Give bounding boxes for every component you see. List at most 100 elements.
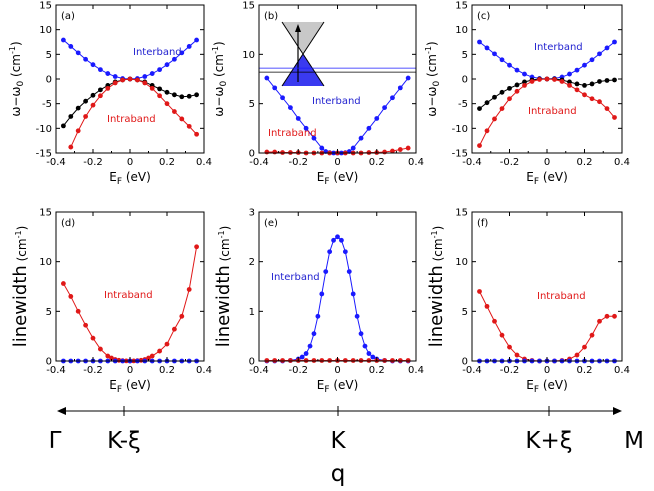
- panel-a: -0.4 -0.2 0 0.2 0.4 -15 -10 -5 0 5 10 15 EF (eV) ω−ω0…: [8, 1, 212, 188]
- data-point: [507, 85, 512, 91]
- data-point: [529, 79, 535, 84]
- plot-frame: [471, 211, 623, 362]
- transition-arrow-head: [295, 24, 301, 32]
- data-point: [75, 50, 81, 56]
- data-point: [98, 346, 103, 352]
- data-point: [105, 85, 111, 91]
- x-tick-label: -0.2: [500, 157, 520, 168]
- series-intraband: [477, 76, 617, 149]
- series-annotation: Interband: [271, 272, 320, 283]
- data-point: [172, 109, 177, 114]
- x-tick-label: 0.2: [159, 365, 175, 376]
- data-point: [311, 135, 317, 141]
- data-point: [319, 291, 325, 297]
- data-point: [522, 83, 527, 88]
- data-point: [499, 106, 505, 111]
- data-point: [157, 93, 163, 99]
- x-tick-label: 0.2: [577, 157, 593, 168]
- data-point: [597, 99, 602, 105]
- data-point: [582, 83, 587, 88]
- y-axis-label: ω−ω0 (cm-1): [211, 41, 229, 116]
- data-point: [405, 75, 411, 81]
- data-point: [331, 237, 336, 243]
- data-point: [303, 351, 309, 356]
- data-point: [179, 50, 185, 56]
- y-tick-label: 2: [249, 257, 255, 268]
- data-point: [612, 115, 617, 120]
- data-point: [272, 149, 278, 155]
- data-point: [142, 74, 148, 79]
- data-point: [303, 125, 309, 131]
- data-point: [157, 348, 163, 354]
- data-point: [589, 332, 595, 338]
- data-point: [582, 62, 587, 68]
- data-point: [567, 79, 572, 85]
- data-point: [264, 149, 270, 155]
- data-point: [335, 234, 340, 240]
- series-annotation: Intraband: [268, 128, 317, 139]
- data-point: [83, 114, 88, 119]
- data-point: [83, 56, 88, 62]
- y-tick-label: 5: [462, 50, 468, 61]
- data-point: [149, 353, 155, 359]
- data-point: [574, 67, 580, 73]
- y-tick-label: 3: [249, 208, 255, 219]
- data-point: [194, 92, 200, 98]
- data-point: [574, 81, 580, 87]
- q-axis-arrow-right: [613, 407, 622, 415]
- data-point: [366, 351, 372, 356]
- x-tick-label: 0.4: [614, 157, 630, 168]
- y-tick-label: 10: [455, 25, 468, 36]
- data-point: [315, 313, 321, 319]
- x-tick-label: 0: [127, 157, 133, 168]
- data-point: [61, 281, 66, 286]
- series-annotation: Interband: [312, 96, 361, 107]
- data-point: [323, 269, 329, 274]
- y-tick-label: 0: [462, 75, 468, 86]
- data-point: [179, 116, 185, 122]
- data-point: [68, 144, 74, 150]
- series-annotation: Interband: [534, 42, 583, 53]
- data-point: [135, 77, 140, 83]
- data-point: [484, 45, 490, 51]
- x-tick-label: -0.4: [46, 365, 66, 376]
- x-tick-label: -0.4: [46, 157, 66, 168]
- data-point: [589, 57, 595, 63]
- y-tick-label: 15: [455, 1, 468, 12]
- data-point: [604, 45, 610, 51]
- q-point-label: Γ: [49, 428, 62, 454]
- x-tick-label: 0.2: [159, 157, 175, 168]
- y-tick-label: 5: [46, 307, 52, 318]
- data-point: [604, 106, 610, 111]
- series-intraband: [61, 244, 200, 364]
- data-point: [90, 92, 96, 98]
- data-point: [405, 145, 411, 151]
- y-tick-label: -15: [36, 149, 52, 160]
- data-point: [537, 77, 542, 82]
- data-point: [90, 62, 96, 68]
- data-point: [307, 343, 313, 349]
- data-point: [98, 67, 103, 73]
- y-tick-label: 15: [242, 1, 255, 12]
- panel-c: -0.4 -0.2 0 0.2 0.4 -15 -10 -5 0 5 10 15 EF (eV) ω−ω0…: [424, 1, 630, 188]
- data-point: [362, 343, 368, 349]
- data-point: [492, 318, 497, 324]
- panel-label: (c): [477, 11, 490, 22]
- q-point-label: K-ξ: [107, 428, 141, 454]
- plot-frame: [258, 211, 417, 362]
- y-tick-label: 10: [242, 50, 255, 61]
- data-point: [574, 87, 580, 93]
- data-point: [61, 123, 66, 129]
- x-tick-label: 0: [334, 157, 340, 168]
- x-axis-label: EF (eV): [317, 378, 359, 395]
- x-tick-label: -0.2: [288, 157, 308, 168]
- data-point: [75, 128, 81, 134]
- y-tick-label: 15: [39, 1, 52, 12]
- y-tick-label: 5: [46, 50, 52, 61]
- q-axis: Γ K-ξ K K+ξ Mq: [49, 406, 644, 487]
- y-tick-label: 1: [249, 307, 255, 318]
- x-tick-label: 0.4: [196, 365, 212, 376]
- dirac-cone-inset: [281, 21, 325, 87]
- x-tick-label: -0.4: [249, 157, 269, 168]
